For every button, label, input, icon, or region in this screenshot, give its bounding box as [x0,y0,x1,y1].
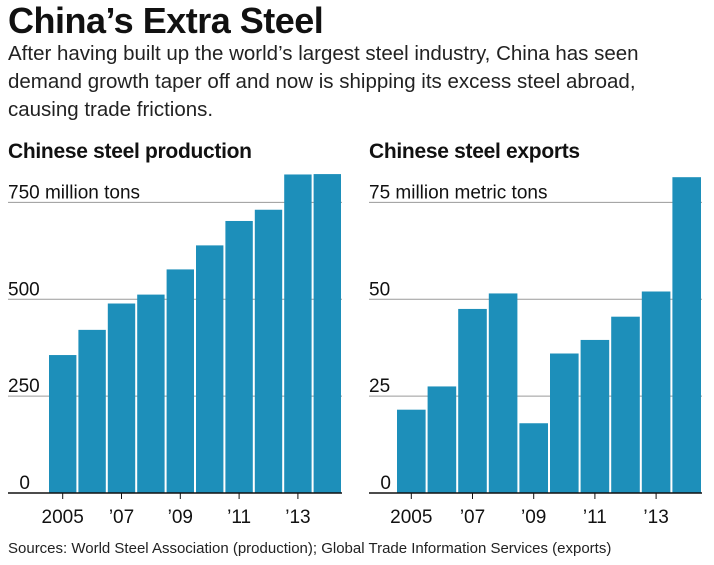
exports-y-tick-label: 75 million metric tons [369,182,547,203]
production-x-tick-label: ’11 [227,507,251,528]
production-y-tick-label: 250 [8,376,40,397]
headline: China’s Extra Steel [8,0,324,41]
exports-y-tick-label: 0 [380,473,391,494]
chart-title-production: Chinese steel production [8,140,252,163]
production-bar-2008 [137,294,165,493]
production-x-tick-label: ’09 [168,507,193,528]
exports-x-tick-label: ’09 [521,507,546,528]
source-note: Sources: World Steel Association (produc… [8,540,612,557]
exports-bar-2008 [488,293,518,493]
production-bar-2007 [107,303,136,493]
exports-y-tick-label: 25 [369,376,390,397]
production-bar-2014 [313,174,341,493]
chart-title-exports: Chinese steel exports [369,140,580,163]
exports-x-tick-label: ’11 [583,507,607,528]
production-bar-2011 [225,220,253,493]
dek: After having built up the world’s larges… [8,42,639,121]
production-bar-2006 [78,329,106,493]
production-x-tick-label: 2005 [42,507,84,528]
exports-bar-2007 [458,308,487,493]
exports-bar-2011 [580,339,610,493]
production-bar-2005 [49,355,77,493]
production-bar-2010 [196,245,224,493]
exports-bar-2013 [641,291,671,493]
production-x-tick-label: ’07 [109,507,134,528]
exports-bar-2010 [550,353,579,493]
production-bar-2009 [166,269,194,493]
production-bar-2012 [254,209,283,494]
exports-bar-2006 [427,386,457,493]
exports-x-tick-label: ’13 [643,507,668,528]
production-y-tick-label: 500 [8,279,40,300]
exports-bar-2012 [611,316,640,493]
production-y-tick-label: 750 million tons [8,182,140,203]
exports-x-tick-label: ’07 [460,507,485,528]
exports-bar-2014 [672,177,701,493]
exports-bar-2005 [397,409,426,493]
production-x-tick-label: ’13 [285,507,310,528]
exports-bar-2009 [519,423,548,493]
exports-x-tick-label: 2005 [390,507,432,528]
production-bar-2013 [284,174,312,493]
production-y-tick-label: 0 [19,473,30,494]
exports-y-tick-label: 50 [369,279,390,300]
